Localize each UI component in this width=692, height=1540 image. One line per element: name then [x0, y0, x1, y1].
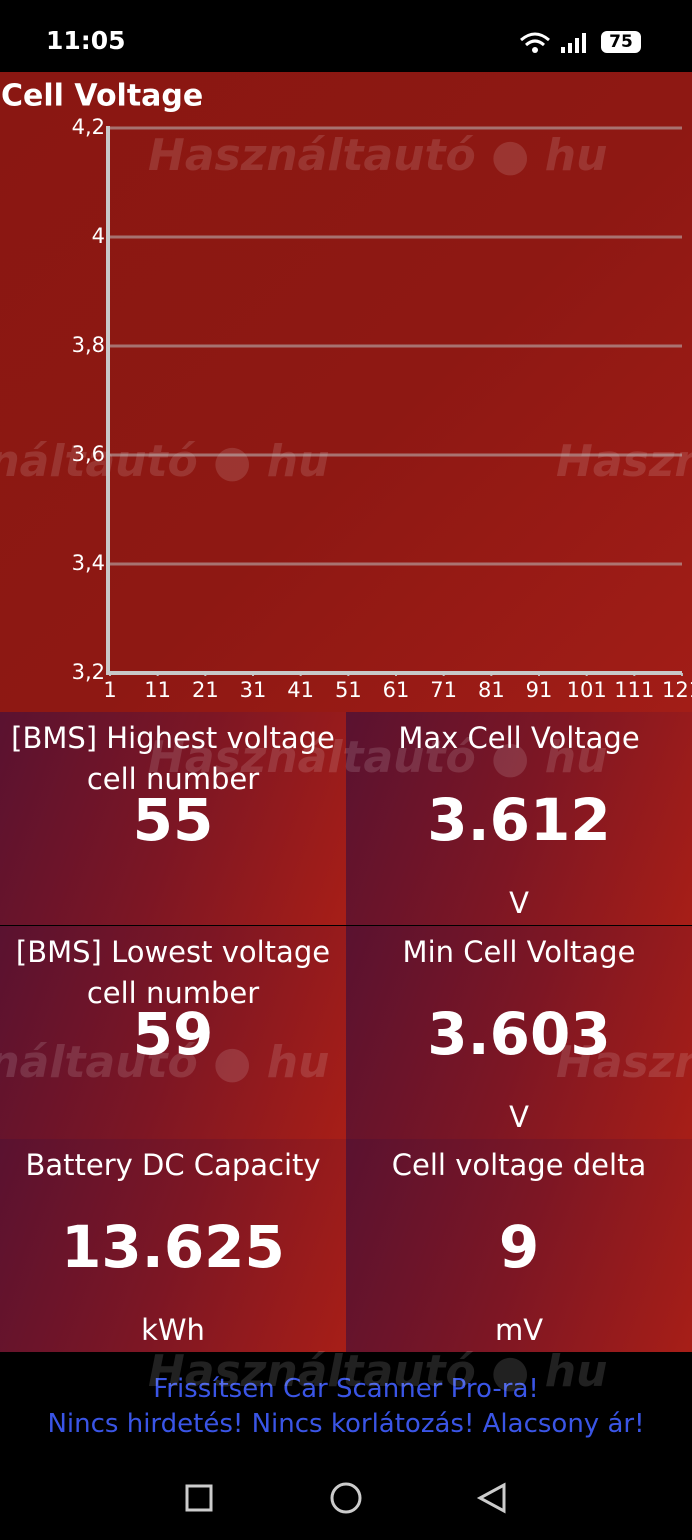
x-tick-label: 91: [526, 678, 553, 702]
upgrade-banner[interactable]: Frissítsen Car Scanner Pro-ra! Nincs hir…: [0, 1352, 692, 1460]
y-tick-label: 3,6: [72, 442, 105, 466]
gauge-tile[interactable]: Min Cell Voltage 3.603 V: [346, 925, 692, 1139]
chart-title: Cell Voltage: [1, 79, 203, 114]
back-button[interactable]: [476, 1482, 506, 1514]
clock: 11:05: [46, 26, 126, 55]
tile-value: 9: [498, 1213, 540, 1281]
gauge-tile[interactable]: Battery DC Capacity 13.625 kWh: [0, 1139, 346, 1352]
tile-value: 13.625: [61, 1213, 285, 1281]
x-tick-label: 31: [240, 678, 267, 702]
x-tick-label: 81: [478, 678, 505, 702]
x-tick-label: 41: [287, 678, 314, 702]
y-tick-label: 3,4: [72, 551, 105, 575]
x-tick-label: 71: [430, 678, 457, 702]
y-tick-label: 3,2: [72, 660, 105, 684]
tile-value: 59: [132, 999, 214, 1068]
chart-panel: Használtautó ● hu Használtautó ● hu Hasz…: [0, 72, 692, 712]
tile-label: Min Cell Voltage: [402, 934, 636, 969]
tile-unit: V: [509, 886, 529, 920]
tile-value: 55: [132, 786, 214, 854]
tile-label: [BMS] Highest voltage cell number: [11, 721, 335, 796]
battery: 75: [601, 31, 641, 53]
x-tick-label: 101: [567, 678, 607, 702]
tile-grid: [BMS] Highest voltage cell number 55 Max C…: [0, 712, 692, 1352]
tile-unit: mV: [494, 1313, 544, 1347]
navigation-bar: [0, 1460, 692, 1536]
tile-unit: kWh: [141, 1313, 205, 1347]
recents-button[interactable]: [185, 1484, 213, 1512]
x-tick-label: 121: [662, 678, 692, 702]
tile-value: 3.603: [427, 999, 611, 1068]
tile-label: Cell voltage delta: [391, 1148, 647, 1182]
tile-label: [BMS] Lowest voltage cell number: [15, 934, 331, 1010]
x-tick-label: 11: [144, 678, 171, 702]
tile-label: Battery DC Capacity: [25, 1148, 321, 1182]
x-tick-label: 21: [192, 678, 219, 702]
x-tick-label: 51: [335, 678, 362, 702]
gauge-tile[interactable]: Cell voltage delta 9 mV: [346, 1139, 692, 1352]
gauge-tile[interactable]: [BMS] Lowest voltage cell number 59: [0, 925, 346, 1139]
home-button[interactable]: [330, 1482, 362, 1514]
x-tick-label: 1: [103, 678, 116, 702]
gauge-tile[interactable]: [BMS] Highest voltage cell number 55: [0, 712, 346, 925]
x-tick-label: 111: [614, 678, 654, 702]
status-bar: 11:05 75: [0, 0, 692, 72]
y-tick-label: 3,8: [72, 333, 105, 357]
tile-unit: V: [509, 1099, 529, 1134]
y-tick-label: 4: [92, 224, 105, 248]
x-tick-label: 61: [383, 678, 410, 702]
y-tick-label: 4,2: [72, 115, 105, 139]
banner-line[interactable]: Nincs hirdetés! Nincs korlátozás! Alacso…: [47, 1409, 645, 1439]
tile-label: Max Cell Voltage: [398, 721, 640, 755]
signal-icons: [520, 32, 586, 53]
tile-value: 3.612: [427, 786, 611, 854]
gauge-tile[interactable]: Max Cell Voltage 3.612 V: [346, 712, 692, 925]
nav-buttons: [185, 1482, 506, 1514]
banner-line[interactable]: Frissítsen Car Scanner Pro-ra!: [153, 1374, 539, 1404]
chart: Cell Voltage 3,23,43,63,844,21 11 21 31 41 51…: [1, 79, 692, 703]
